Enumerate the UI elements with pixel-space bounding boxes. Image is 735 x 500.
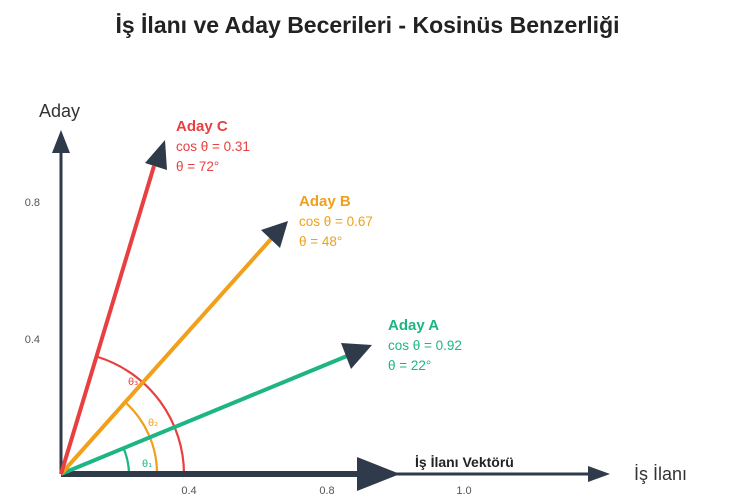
x-axis-arrowhead <box>588 466 610 482</box>
candidate-a-name: Aday A <box>388 317 439 334</box>
candidate-a-arrowhead <box>341 343 372 369</box>
candidate-c-cos: cos θ = 0.31 <box>176 139 250 154</box>
arc-theta-3 <box>97 355 186 475</box>
y-axis-arrowhead <box>52 130 70 153</box>
x-axis-label: İş İlanı <box>634 464 687 484</box>
x-tick-label: 1.0 <box>456 485 471 497</box>
y-tick-label: 0.8 <box>25 197 40 209</box>
diagram-title: İş İlanı ve Aday Becerileri - Kosinüs Be… <box>115 12 620 38</box>
arc-theta-2 <box>124 401 159 475</box>
candidate-a-angle: θ = 22° <box>388 358 431 373</box>
job-vector-arrowhead <box>357 457 400 491</box>
candidate-a-cos: cos θ = 0.92 <box>388 338 462 353</box>
theta-2-label: θ₂ <box>148 418 158 429</box>
job-vector-label: İş İlanı Vektörü <box>415 454 514 470</box>
theta-1-label: θ₁ <box>142 459 152 470</box>
theta-3-label: θ₃ <box>128 377 138 388</box>
candidate-b-vector <box>59 237 273 476</box>
candidate-c-name: Aday C <box>176 118 228 135</box>
candidate-a-vector <box>60 354 348 476</box>
candidate-b-cos: cos θ = 0.67 <box>299 214 373 229</box>
y-tick-label: 0.4 <box>25 334 40 346</box>
candidate-b-arrowhead <box>261 221 288 248</box>
x-tick-label: 0.8 <box>319 485 334 497</box>
candidate-c-vector <box>59 165 156 475</box>
x-tick-label: 0.4 <box>181 485 196 497</box>
candidate-b-angle: θ = 48° <box>299 234 342 249</box>
candidate-c-arrowhead <box>145 140 167 170</box>
candidate-b-name: Aday B <box>299 193 351 210</box>
y-axis-label: Aday <box>39 101 80 121</box>
arc-theta-1 <box>121 446 131 475</box>
candidate-c-angle: θ = 72° <box>176 159 219 174</box>
